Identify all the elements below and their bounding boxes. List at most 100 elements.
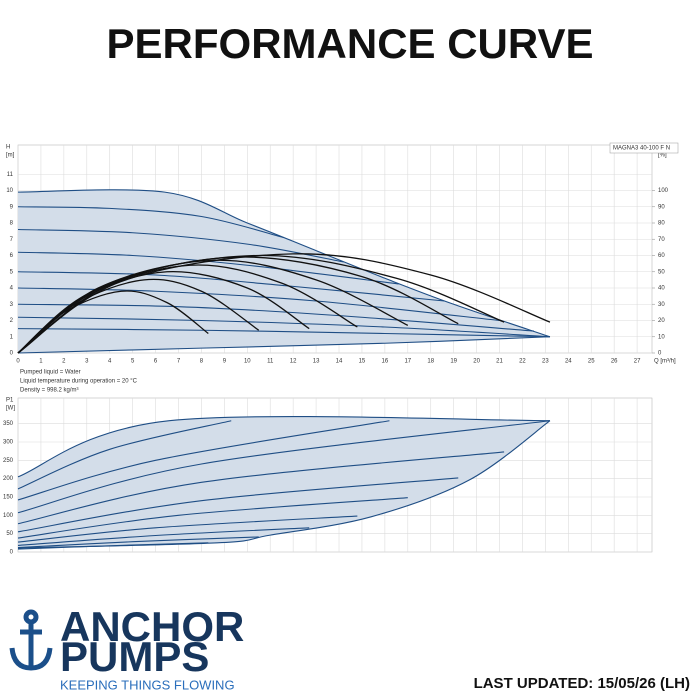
curve xyxy=(17,420,390,501)
y-tick-label: 4 xyxy=(10,286,14,292)
x-tick-label: 17 xyxy=(404,359,411,365)
y-axis-label: H xyxy=(6,145,10,151)
y-tick-label: 11 xyxy=(7,172,14,178)
curve xyxy=(17,416,550,478)
x-tick-label: 11 xyxy=(267,359,274,365)
note: Pumped liquid = Water xyxy=(20,370,81,376)
y-tick-label: 6 xyxy=(10,253,14,259)
curve xyxy=(17,271,445,302)
curve xyxy=(17,477,459,533)
curve xyxy=(17,420,551,549)
x-tick-label: 1 xyxy=(39,359,43,365)
curve xyxy=(17,336,550,354)
y2-tick-label: 80 xyxy=(658,221,665,227)
y2-tick-label: 20 xyxy=(658,318,665,324)
x-tick-label: 9 xyxy=(223,359,227,365)
curve xyxy=(17,328,550,338)
y-tick-label: 9 xyxy=(10,204,14,210)
y-tick-label: 250 xyxy=(3,458,14,464)
anchor-icon xyxy=(9,609,53,671)
y-tick-label: 350 xyxy=(3,421,14,427)
y2-axis-unit: [%] xyxy=(658,153,667,159)
x-tick-label: 14 xyxy=(336,359,343,365)
y2-tick-label: 90 xyxy=(658,204,665,210)
logo-line2: PUMPS xyxy=(60,633,209,680)
y-tick-label: 50 xyxy=(6,531,13,537)
page-title: PERFORMANCE CURVE xyxy=(107,20,594,67)
y-axis-unit: [W] xyxy=(6,406,15,412)
x-tick-label: 19 xyxy=(450,359,457,365)
y-tick-label: 300 xyxy=(3,440,14,446)
x-tick-label: 25 xyxy=(588,359,595,365)
curve xyxy=(17,536,259,549)
curve xyxy=(17,515,358,543)
y2-tick-label: 70 xyxy=(658,237,665,243)
y-tick-label: 100 xyxy=(3,513,14,519)
x-tick-label: 26 xyxy=(611,359,618,365)
x-tick-label: 27 xyxy=(634,359,641,365)
y-tick-label: 8 xyxy=(10,221,14,227)
footer: LAST UPDATED: 15/05/26 (LH) xyxy=(474,675,690,692)
x-tick-label: 21 xyxy=(496,359,503,365)
annotation: MAGNA3 40-100 F N xyxy=(613,146,670,152)
y-tick-label: 7 xyxy=(10,237,14,243)
x-tick-label: 8 xyxy=(200,359,204,365)
y-tick-label: 2 xyxy=(10,318,14,324)
efficiency-curve xyxy=(17,253,551,354)
curve xyxy=(17,451,505,525)
x-axis-label: Q [m³/h] xyxy=(654,359,676,365)
efficiency-curve xyxy=(17,264,358,354)
x-tick-label: 0 xyxy=(16,359,20,365)
annotation-box xyxy=(609,142,679,154)
note: Density = 998.2 kg/m³ xyxy=(20,388,79,394)
x-tick-label: 10 xyxy=(244,359,251,365)
curve xyxy=(17,303,534,332)
operating-area xyxy=(18,416,550,548)
y-tick-label: 200 xyxy=(3,476,14,482)
y-tick-label: 3 xyxy=(10,302,14,308)
x-tick-label: 13 xyxy=(313,359,320,365)
y-tick-label: 0 xyxy=(10,351,14,357)
x-tick-label: 20 xyxy=(473,359,480,365)
y-tick-label: 10 xyxy=(6,188,13,194)
x-tick-label: 3 xyxy=(85,359,89,365)
curve xyxy=(17,287,500,322)
y-tick-label: 5 xyxy=(10,269,14,275)
y-axis-label: P1 xyxy=(6,398,14,404)
curve xyxy=(17,420,232,490)
note: Liquid temperature during operation = 20… xyxy=(20,379,138,385)
y2-tick-label: 40 xyxy=(658,286,665,292)
logo-line1: ANCHOR xyxy=(60,603,244,650)
y2-tick-label: 60 xyxy=(658,253,665,259)
y2-tick-label: 0 xyxy=(658,351,662,357)
x-tick-label: 4 xyxy=(108,359,112,365)
y2-tick-label: 50 xyxy=(658,269,665,275)
x-tick-label: 7 xyxy=(177,359,181,365)
x-tick-label: 2 xyxy=(62,359,66,365)
y-axis-unit: [m] xyxy=(6,153,15,159)
curve xyxy=(17,206,285,239)
curve xyxy=(17,420,551,514)
curve xyxy=(17,228,344,263)
x-tick-label: 6 xyxy=(154,359,158,365)
y2-tick-label: 30 xyxy=(658,302,665,308)
x-tick-label: 16 xyxy=(382,359,389,365)
curve xyxy=(17,316,550,338)
x-tick-label: 18 xyxy=(427,359,434,365)
y-tick-label: 0 xyxy=(10,550,14,556)
y-tick-label: 1 xyxy=(10,334,14,340)
logo-tagline: KEEPING THINGS FLOWING xyxy=(60,677,235,692)
y2-tick-label: 10 xyxy=(658,334,665,340)
y2-tick-label: 100 xyxy=(658,188,669,194)
y-tick-label: 150 xyxy=(3,495,14,501)
x-tick-label: 22 xyxy=(519,359,526,365)
operating-area xyxy=(18,189,550,353)
x-tick-label: 15 xyxy=(359,359,366,365)
x-tick-label: 5 xyxy=(131,359,135,365)
curve xyxy=(17,497,408,539)
x-tick-label: 24 xyxy=(565,359,572,365)
x-tick-label: 12 xyxy=(290,359,297,365)
curve xyxy=(17,189,551,338)
curve xyxy=(17,527,310,546)
